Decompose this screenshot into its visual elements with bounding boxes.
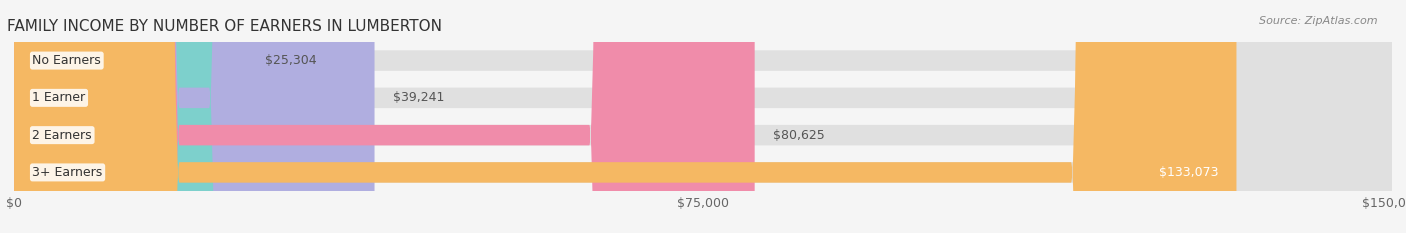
Text: 1 Earner: 1 Earner (32, 91, 86, 104)
FancyBboxPatch shape (14, 0, 1236, 233)
Text: 3+ Earners: 3+ Earners (32, 166, 103, 179)
FancyBboxPatch shape (14, 0, 246, 233)
Text: No Earners: No Earners (32, 54, 101, 67)
FancyBboxPatch shape (14, 0, 1392, 233)
Text: 2 Earners: 2 Earners (32, 129, 91, 142)
FancyBboxPatch shape (14, 0, 755, 233)
FancyBboxPatch shape (14, 0, 1392, 233)
Text: $80,625: $80,625 (773, 129, 825, 142)
Text: $39,241: $39,241 (392, 91, 444, 104)
FancyBboxPatch shape (14, 0, 1392, 233)
FancyBboxPatch shape (14, 0, 1392, 233)
Text: $133,073: $133,073 (1159, 166, 1218, 179)
Text: Source: ZipAtlas.com: Source: ZipAtlas.com (1260, 16, 1378, 26)
Text: $25,304: $25,304 (264, 54, 316, 67)
FancyBboxPatch shape (14, 0, 374, 233)
Text: FAMILY INCOME BY NUMBER OF EARNERS IN LUMBERTON: FAMILY INCOME BY NUMBER OF EARNERS IN LU… (7, 19, 441, 34)
